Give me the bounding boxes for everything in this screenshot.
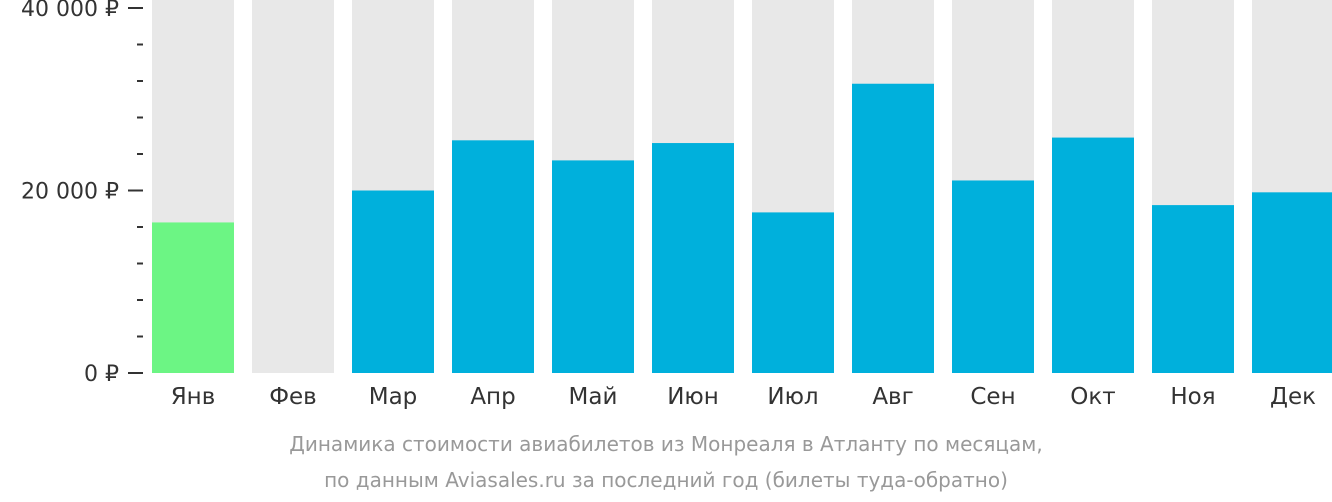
x-tick-label: Сен [970, 384, 1015, 410]
bar[interactable] [952, 180, 1034, 373]
x-tick-label: Ноя [1170, 384, 1215, 410]
x-tick-label: Янв [171, 384, 216, 410]
x-tick-label: Апр [470, 384, 515, 410]
bar[interactable] [852, 83, 934, 374]
y-tick-label: 40 000 ₽ [21, 0, 119, 22]
x-tick-label: Июн [667, 384, 719, 410]
bar[interactable] [352, 190, 434, 374]
x-tick-label: Июл [767, 384, 818, 410]
chart-svg: 0 ₽ 20 000 ₽ 40 000 ₽ Янв Фев Мар Апр Май Июн Ию… [21, 0, 1332, 410]
bar[interactable] [652, 143, 734, 373]
bar[interactable] [1052, 137, 1134, 373]
y-tick-label: 0 ₽ [84, 362, 119, 387]
x-axis-labels: Янв Фев Мар Апр Май Июн Июл Авг Сен Окт Ноя Дек [171, 384, 1316, 410]
bar[interactable] [552, 160, 634, 373]
x-tick-label: Авг [872, 384, 913, 410]
bars [152, 0, 1332, 374]
bar-track [252, 0, 334, 373]
bar[interactable] [152, 222, 234, 373]
x-tick-label: Фев [269, 384, 317, 410]
chart-caption-line-2: по данным Aviasales.ru за последний год … [324, 468, 1008, 492]
x-tick-label: Окт [1070, 384, 1115, 410]
x-tick-label: Дек [1270, 384, 1316, 410]
y-axis: 0 ₽ 20 000 ₽ 40 000 ₽ [21, 0, 143, 387]
bar[interactable] [752, 212, 834, 373]
y-tick-label: 20 000 ₽ [21, 180, 119, 205]
x-tick-label: Мар [369, 384, 418, 410]
bar[interactable] [1252, 192, 1332, 373]
x-tick-label: Май [569, 384, 618, 410]
bar[interactable] [452, 140, 534, 373]
bar[interactable] [1152, 205, 1234, 373]
chart-caption-line-1: Динамика стоимости авиабилетов из Монреа… [289, 432, 1043, 456]
